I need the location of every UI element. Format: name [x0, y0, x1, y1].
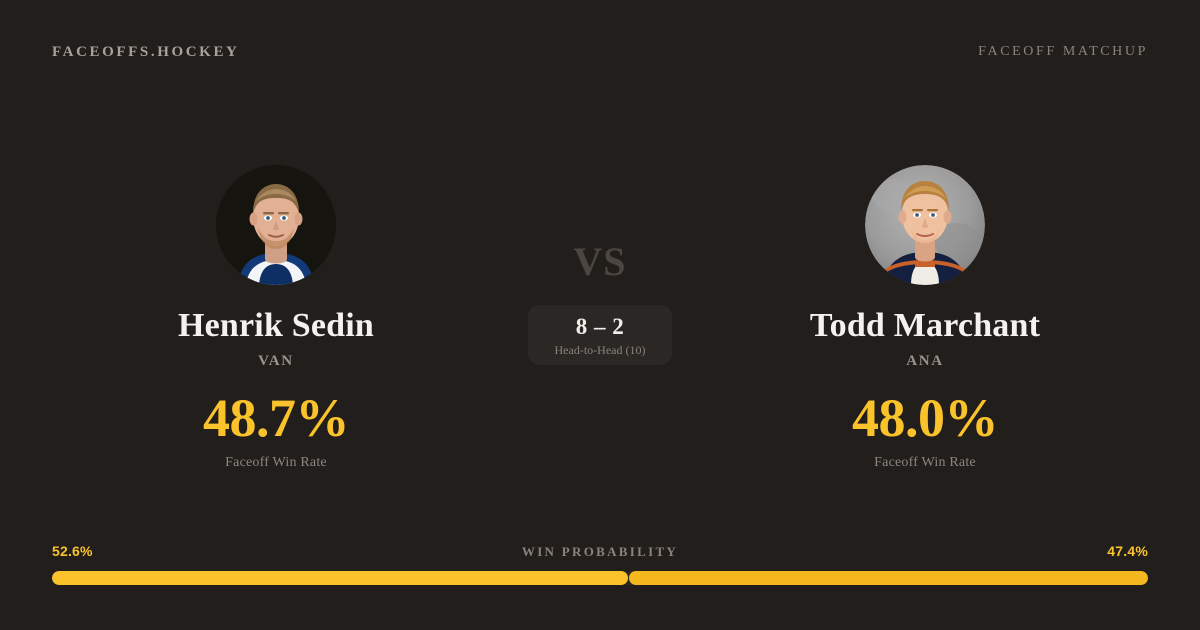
player-faceoff-label-left: Faceoff Win Rate [225, 455, 327, 471]
head-to-head-card: 8 – 2 Head-to-Head (10) [528, 305, 672, 365]
win-probability-value-left: 52.6% [52, 543, 93, 559]
versus-label: VS [573, 239, 627, 284]
win-probability-fill-left [52, 571, 629, 585]
player-card-right: Todd Marchant ANA 48.0% Faceoff Win Rate [715, 150, 1135, 471]
headshot-image-left [216, 165, 336, 285]
head-to-head-label: Head-to-Head (10) [554, 342, 646, 357]
player-faceoff-pct-right: 48.0% [852, 388, 999, 449]
player-team-right: ANA [906, 353, 944, 370]
brand-logo: FACEOFFS.HOCKEY [52, 43, 240, 60]
headshot-image-right [865, 165, 985, 285]
header-tagline: FACEOFF MATCHUP [978, 44, 1148, 59]
player-faceoff-pct-left: 48.7% [203, 388, 350, 449]
player-headshot-left [216, 165, 336, 285]
head-to-head-score: 8 – 2 [575, 313, 625, 339]
win-probability-section: 52.6% WIN PROBABILITY 47.4% [52, 543, 1148, 585]
player-card-left: Henrik Sedin VAN 48.7% Faceoff Win Rate [66, 150, 486, 471]
win-probability-bar [52, 571, 1148, 585]
win-probability-fill-right [628, 571, 1148, 585]
header: FACEOFFS.HOCKEY FACEOFF MATCHUP [52, 38, 1148, 66]
win-probability-value-right: 47.4% [1107, 543, 1148, 559]
player-headshot-right [865, 165, 985, 285]
player-name-left: Henrik Sedin [177, 307, 375, 344]
versus-block: VS 8 – 2 Head-to-Head (10) [500, 242, 700, 365]
player-faceoff-label-right: Faceoff Win Rate [874, 455, 976, 471]
win-probability-caption: WIN PROBABILITY [521, 544, 679, 559]
win-probability-labels: 52.6% WIN PROBABILITY 47.4% [52, 543, 1148, 560]
matchup-section: Henrik Sedin VAN 48.7% Faceoff Win Rate … [0, 150, 1200, 470]
player-name-right: Todd Marchant [809, 307, 1041, 344]
player-team-left: VAN [258, 353, 294, 370]
